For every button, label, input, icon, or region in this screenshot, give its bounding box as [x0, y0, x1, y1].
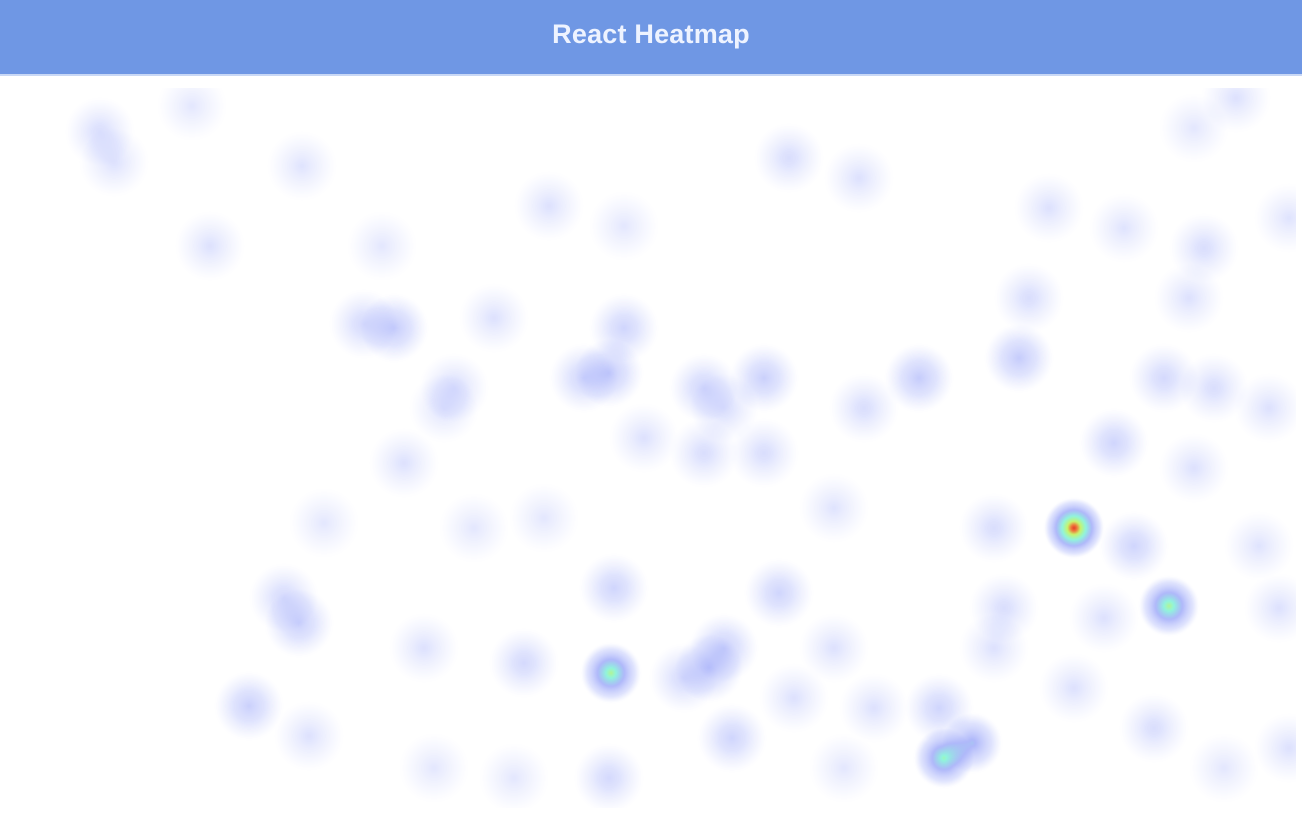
heatmap-container[interactable]	[4, 88, 1296, 808]
app-header: React Heatmap	[0, 0, 1302, 76]
heatmap-canvas[interactable]	[4, 88, 1296, 808]
page-title: React Heatmap	[552, 18, 750, 49]
